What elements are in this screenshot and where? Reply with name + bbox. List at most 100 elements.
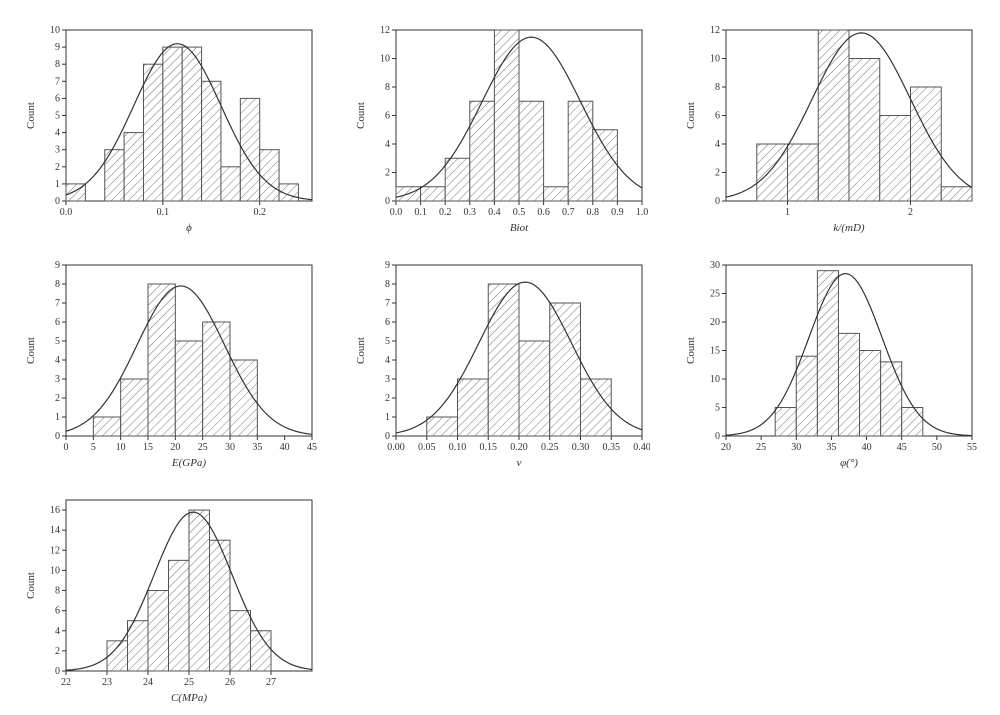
svg-text:0.20: 0.20 (510, 442, 528, 453)
svg-text:3: 3 (55, 374, 60, 385)
svg-text:5: 5 (55, 111, 60, 122)
svg-text:20: 20 (721, 442, 731, 453)
svg-text:1: 1 (55, 412, 60, 423)
svg-text:5: 5 (715, 403, 720, 414)
svg-text:14: 14 (50, 525, 60, 536)
svg-text:0: 0 (715, 431, 720, 442)
svg-text:10: 10 (50, 25, 60, 36)
x-axis-label: φ(°) (840, 457, 858, 469)
svg-text:1: 1 (385, 412, 390, 423)
svg-text:6: 6 (385, 317, 390, 328)
svg-text:4: 4 (385, 355, 390, 366)
svg-text:8: 8 (55, 279, 60, 290)
svg-text:7: 7 (55, 298, 60, 309)
svg-text:3: 3 (385, 374, 390, 385)
y-axis-label: Count (25, 572, 37, 599)
svg-text:2: 2 (908, 207, 913, 218)
svg-text:3: 3 (55, 145, 60, 156)
svg-text:0.7: 0.7 (562, 207, 575, 218)
svg-text:0: 0 (55, 431, 60, 442)
svg-text:10: 10 (710, 54, 720, 65)
svg-text:23: 23 (102, 677, 112, 688)
svg-text:10: 10 (50, 565, 60, 576)
chart-panel: 0.00.10.2012345678910Countϕ (20, 20, 320, 235)
svg-text:16: 16 (50, 505, 60, 516)
svg-text:5: 5 (55, 336, 60, 347)
svg-text:22: 22 (61, 677, 71, 688)
svg-text:12: 12 (50, 545, 60, 556)
svg-text:6: 6 (715, 111, 720, 122)
svg-text:0: 0 (55, 196, 60, 207)
svg-text:5: 5 (385, 336, 390, 347)
svg-text:0.6: 0.6 (537, 207, 550, 218)
svg-text:0.5: 0.5 (513, 207, 526, 218)
svg-text:6: 6 (55, 317, 60, 328)
x-axis-label: Biot (510, 222, 529, 234)
svg-text:9: 9 (385, 260, 390, 271)
svg-text:0.05: 0.05 (418, 442, 436, 453)
svg-text:20: 20 (710, 317, 720, 328)
y-axis-label: Count (25, 337, 37, 364)
svg-text:0.2: 0.2 (439, 207, 452, 218)
svg-text:40: 40 (862, 442, 872, 453)
svg-text:4: 4 (55, 355, 60, 366)
svg-text:0: 0 (55, 666, 60, 677)
y-axis-label: Count (25, 102, 37, 129)
svg-text:6: 6 (55, 606, 60, 617)
x-axis-label: ϕ (186, 222, 192, 234)
svg-text:0.8: 0.8 (587, 207, 600, 218)
x-axis-label: C(MPa) (171, 692, 207, 704)
svg-text:7: 7 (385, 298, 390, 309)
svg-text:0.1: 0.1 (157, 207, 170, 218)
svg-text:27: 27 (266, 677, 276, 688)
svg-text:9: 9 (55, 260, 60, 271)
svg-text:0.0: 0.0 (390, 207, 403, 218)
svg-text:10: 10 (380, 54, 390, 65)
svg-text:0: 0 (715, 196, 720, 207)
y-axis-label: Count (685, 337, 697, 364)
svg-text:12: 12 (710, 25, 720, 36)
svg-text:4: 4 (715, 139, 720, 150)
svg-text:0.00: 0.00 (387, 442, 405, 453)
svg-text:24: 24 (143, 677, 153, 688)
svg-text:2: 2 (55, 646, 60, 657)
svg-text:4: 4 (55, 128, 60, 139)
chart-panel: 0.000.050.100.150.200.250.300.350.400123… (350, 255, 650, 470)
svg-text:50: 50 (932, 442, 942, 453)
svg-text:0: 0 (64, 442, 69, 453)
svg-text:12: 12 (380, 25, 390, 36)
svg-text:0: 0 (385, 431, 390, 442)
svg-text:35: 35 (826, 442, 836, 453)
chart-panel: 2223242526270246810121416CountC(MPa) (20, 490, 320, 705)
svg-text:9: 9 (55, 42, 60, 53)
svg-text:8: 8 (55, 59, 60, 70)
svg-text:7: 7 (55, 76, 60, 87)
svg-text:25: 25 (198, 442, 208, 453)
svg-text:2: 2 (55, 162, 60, 173)
svg-text:40: 40 (280, 442, 290, 453)
svg-text:6: 6 (385, 111, 390, 122)
svg-text:2: 2 (385, 393, 390, 404)
chart-panel: 2025303540455055051015202530Countφ(°) (680, 255, 980, 470)
svg-text:2: 2 (385, 168, 390, 179)
svg-text:0.2: 0.2 (253, 207, 266, 218)
svg-text:0.30: 0.30 (572, 442, 590, 453)
svg-text:1: 1 (55, 179, 60, 190)
svg-text:10: 10 (710, 374, 720, 385)
svg-text:0.3: 0.3 (464, 207, 477, 218)
x-axis-label: k/(mD) (833, 222, 864, 234)
svg-text:0.4: 0.4 (488, 207, 501, 218)
svg-text:8: 8 (55, 586, 60, 597)
svg-text:30: 30 (225, 442, 235, 453)
svg-text:1.0: 1.0 (636, 207, 649, 218)
svg-text:1: 1 (785, 207, 790, 218)
chart-panel: 0510152025303540450123456789CountE(GPa) (20, 255, 320, 470)
svg-text:20: 20 (170, 442, 180, 453)
svg-text:8: 8 (385, 82, 390, 93)
svg-text:15: 15 (143, 442, 153, 453)
svg-text:0.35: 0.35 (603, 442, 621, 453)
svg-text:30: 30 (710, 260, 720, 271)
svg-text:30: 30 (791, 442, 801, 453)
svg-text:26: 26 (225, 677, 235, 688)
svg-text:0: 0 (385, 196, 390, 207)
